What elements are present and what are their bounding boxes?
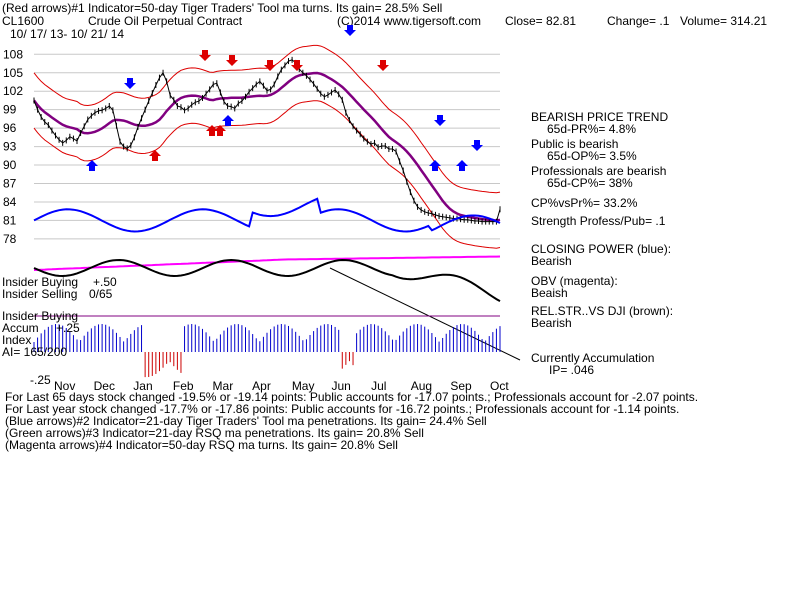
- signal-arrow-icon: [429, 160, 441, 171]
- y-tick-label: 99: [3, 103, 17, 117]
- moving-average-line: [33, 71, 501, 222]
- ai-label: AI= 165/200: [2, 345, 67, 359]
- signal-arrow-icon: [226, 55, 238, 66]
- x-tick-label: Aug: [411, 379, 432, 393]
- footer-line4: (Green arrows)#3 Indicator=21-day RSQ ma…: [5, 426, 424, 440]
- signal-arrow-icon: [456, 160, 468, 171]
- closing-power-state: Bearish: [531, 254, 572, 268]
- symbol: CL1600: [2, 14, 44, 28]
- signal-arrow-icon: [344, 25, 356, 36]
- y-tick-label: 93: [3, 140, 17, 154]
- accum-label: Accum: [2, 321, 39, 335]
- insider-buying-label: Insider Buying: [2, 275, 78, 289]
- insider-buying-value: +.50: [93, 275, 117, 289]
- relative-strength-series: [33, 258, 521, 361]
- cpvspr-value: CP%vsPr%= 33.2%: [531, 196, 638, 210]
- signal-arrow-icon: [377, 60, 389, 71]
- change-value: Change= .1: [607, 14, 670, 28]
- relstr-label: REL.STR..VS DJI (brown):: [531, 304, 673, 318]
- y-tick-label: 96: [3, 121, 17, 135]
- price-line: [33, 59, 501, 223]
- header-line1: (Red arrows)#1 Indicator=50-day Tiger Tr…: [2, 1, 442, 15]
- accumulation-state: Currently Accumulation: [531, 351, 654, 365]
- copyright: (C)2014 www.tigersoft.com: [337, 14, 481, 28]
- closing-power-line: [33, 197, 501, 233]
- relative-strength-line: [33, 258, 501, 302]
- cp-value: 65d-CP%= 38%: [547, 176, 633, 190]
- y-tick-labels: 108 105 102 99 96 93 90 87 84 81 78: [3, 47, 23, 246]
- closing-power-label: CLOSING POWER (blue):: [531, 242, 671, 256]
- signal-arrow-icon: [434, 115, 446, 126]
- y-tick-label: 81: [3, 213, 17, 227]
- obv-line: [33, 255, 501, 271]
- footer-line2: For Last year stock changed -17.7% or -1…: [5, 402, 679, 416]
- x-tick-label: May: [292, 379, 315, 393]
- y-tick-label: 87: [3, 176, 17, 190]
- price-series: [33, 56, 501, 225]
- signal-arrow-icon: [222, 115, 234, 126]
- price-trend-title: BEARISH PRICE TREND: [531, 110, 668, 124]
- y-tick-label: 102: [3, 84, 23, 98]
- accumulation-histogram: [33, 324, 501, 378]
- y-tick-label: 105: [3, 66, 23, 80]
- y-tick-label: 84: [3, 195, 17, 209]
- obv-series: [33, 255, 501, 271]
- signal-arrow-icon: [86, 160, 98, 171]
- insider-selling-label: Insider Selling: [2, 287, 77, 301]
- public-state: Public is bearish: [531, 137, 618, 151]
- y-tick-label: 90: [3, 158, 17, 172]
- signal-arrow-icon: [264, 60, 276, 71]
- accum-level: +.25: [56, 321, 80, 335]
- lower-band-line: [33, 100, 501, 249]
- upper-band-line: [33, 44, 501, 194]
- footer-line1: For Last 65 days stock changed -19.5% or…: [5, 390, 698, 404]
- footer-line5: (Magenta arrows)#4 Indicator=50-day RSQ …: [5, 438, 398, 452]
- strength-value: Strength Profess/Pub= .1: [531, 214, 666, 228]
- relstr-state: Bearish: [531, 316, 572, 330]
- index-label: Index: [2, 333, 31, 347]
- x-tick-label: Jun: [331, 379, 350, 393]
- insider-selling-ratio: 0/65: [89, 287, 113, 301]
- x-tick-label: Sep: [450, 379, 472, 393]
- neg-level-label: -.25: [30, 373, 51, 387]
- x-tick-label: Jan: [133, 379, 152, 393]
- pr-value: 65d-PR%= 4.8%: [547, 122, 636, 136]
- trend-line: [329, 267, 521, 361]
- signal-arrow-icon: [214, 125, 226, 136]
- instrument-name: Crude Oil Perpetual Contract: [88, 14, 243, 28]
- closing-power-series: [33, 197, 501, 233]
- price-grid: [34, 53, 500, 240]
- professionals-state: Professionals are bearish: [531, 164, 666, 178]
- x-tick-label: Dec: [94, 379, 115, 393]
- close-value: Close= 82.81: [505, 14, 576, 28]
- x-axis-labels: Nov Dec Jan Feb Mar Apr May Jun Jul Aug Sep Oct: [54, 379, 509, 393]
- signal-arrow-icon: [124, 78, 136, 89]
- footer-line3: (Blue arrows)#2 Indicator=21-day Tiger T…: [5, 414, 487, 428]
- x-tick-label: Feb: [173, 379, 194, 393]
- obv-state: Beaish: [531, 286, 568, 300]
- date-range: 10/ 17/ 13- 10/ 21/ 14: [10, 27, 124, 41]
- bollinger-bands: [33, 44, 501, 249]
- y-tick-label: 78: [3, 232, 17, 246]
- x-tick-label: Apr: [252, 379, 271, 393]
- signal-arrow-icon: [206, 125, 218, 136]
- volume-value: Volume= 314.21: [680, 14, 767, 28]
- op-value: 65d-OP%= 3.5%: [547, 149, 637, 163]
- x-tick-label: Mar: [213, 379, 234, 393]
- signal-arrow-icon: [199, 50, 211, 61]
- x-tick-label: Nov: [54, 379, 75, 393]
- x-tick-label: Jul: [371, 379, 386, 393]
- signal-arrow-icon: [149, 150, 161, 161]
- x-tick-label: Oct: [490, 379, 509, 393]
- signal-arrow-icon: [471, 140, 483, 151]
- obv-label: OBV (magenta):: [531, 274, 618, 288]
- signal-arrow-icon: [291, 60, 303, 71]
- insider-buying-label-2: Insider Buying: [2, 309, 78, 323]
- y-tick-label: 108: [3, 47, 23, 61]
- ip-value: IP= .046: [549, 363, 594, 377]
- signal-arrows: [86, 25, 483, 171]
